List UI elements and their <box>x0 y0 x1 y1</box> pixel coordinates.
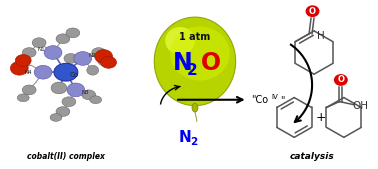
Ellipse shape <box>12 63 26 73</box>
Text: 2: 2 <box>187 63 197 78</box>
Ellipse shape <box>16 57 30 67</box>
Ellipse shape <box>92 48 105 57</box>
Text: O: O <box>201 51 221 75</box>
Ellipse shape <box>15 54 31 66</box>
Ellipse shape <box>22 85 36 95</box>
Ellipse shape <box>54 63 78 81</box>
Ellipse shape <box>51 82 67 94</box>
Ellipse shape <box>305 5 319 17</box>
Ellipse shape <box>64 54 78 63</box>
Ellipse shape <box>154 17 235 106</box>
Ellipse shape <box>50 114 62 121</box>
Ellipse shape <box>87 65 99 75</box>
Ellipse shape <box>56 107 70 116</box>
Text: "Co: "Co <box>251 95 269 105</box>
Ellipse shape <box>44 46 62 59</box>
Ellipse shape <box>165 27 195 54</box>
Text: 1 atm: 1 atm <box>179 32 211 42</box>
Ellipse shape <box>17 94 29 102</box>
Ellipse shape <box>22 48 36 57</box>
Ellipse shape <box>34 65 52 79</box>
Text: N: N <box>173 51 193 75</box>
Text: cobalt(II) complex: cobalt(II) complex <box>27 152 105 161</box>
Ellipse shape <box>192 103 198 112</box>
Text: +: + <box>316 111 326 124</box>
Text: N2: N2 <box>89 53 96 58</box>
Text: H: H <box>317 31 325 41</box>
Ellipse shape <box>62 97 76 107</box>
Ellipse shape <box>56 34 70 44</box>
Text: N3: N3 <box>82 90 90 95</box>
Ellipse shape <box>32 38 46 48</box>
Text: N4: N4 <box>24 70 32 75</box>
Text: OH: OH <box>352 101 368 111</box>
Text: IV: IV <box>271 94 278 100</box>
Text: catalysis: catalysis <box>290 152 335 161</box>
Text: N1: N1 <box>37 47 45 52</box>
Text: 2: 2 <box>191 137 198 147</box>
Ellipse shape <box>98 54 113 66</box>
Ellipse shape <box>74 52 92 65</box>
Ellipse shape <box>82 90 96 100</box>
Ellipse shape <box>334 74 348 86</box>
Ellipse shape <box>90 96 102 104</box>
Text: ": " <box>280 95 285 105</box>
Text: Co: Co <box>69 72 78 78</box>
Text: O: O <box>337 75 344 84</box>
Ellipse shape <box>101 56 116 68</box>
Text: N: N <box>179 130 191 145</box>
Ellipse shape <box>95 50 113 63</box>
Ellipse shape <box>170 27 230 81</box>
Ellipse shape <box>67 83 85 97</box>
Text: O: O <box>309 7 316 16</box>
Ellipse shape <box>66 28 80 38</box>
Ellipse shape <box>10 61 28 75</box>
